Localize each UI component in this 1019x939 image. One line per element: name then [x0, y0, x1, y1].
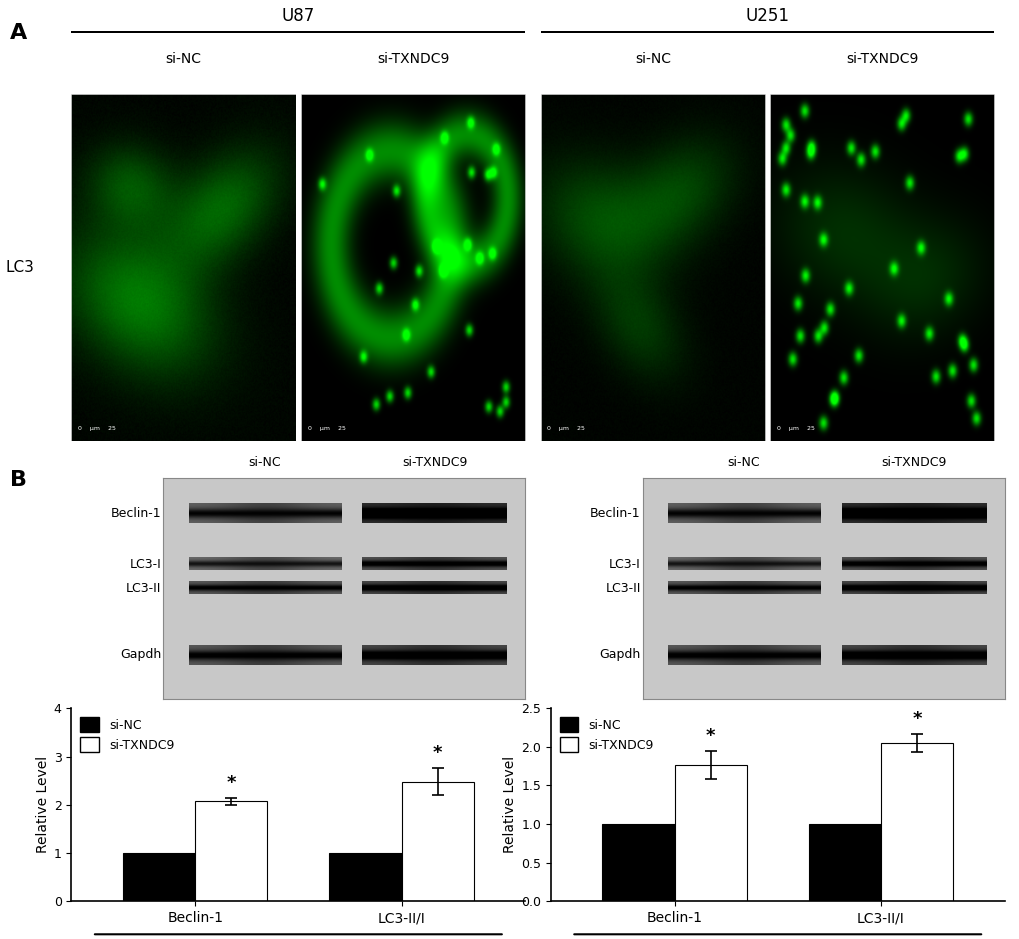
Text: si-NC: si-NC — [165, 52, 202, 66]
Legend: si-NC, si-TXNDC9: si-NC, si-TXNDC9 — [556, 715, 655, 755]
Text: LC3-II: LC3-II — [605, 582, 640, 595]
Text: U87: U87 — [281, 8, 315, 25]
Bar — [329, 854, 401, 901]
Text: *: * — [432, 745, 442, 762]
Text: LC3-I: LC3-I — [129, 558, 161, 571]
Text: si-TXNDC9: si-TXNDC9 — [377, 52, 448, 66]
Bar — [195, 801, 267, 901]
Text: *: * — [911, 710, 921, 728]
Text: B: B — [10, 470, 28, 489]
Text: Gapdh: Gapdh — [120, 648, 161, 661]
Bar — [880, 743, 952, 901]
Text: *: * — [705, 727, 714, 745]
Bar — [674, 764, 746, 901]
Y-axis label: Relative Level: Relative Level — [36, 756, 50, 854]
Text: 0    μm    25: 0 μm 25 — [776, 426, 814, 431]
Y-axis label: Relative Level: Relative Level — [502, 756, 517, 854]
Text: *: * — [226, 775, 235, 793]
Text: LC3: LC3 — [5, 260, 34, 275]
Bar — [602, 824, 674, 901]
Text: LC3-I: LC3-I — [608, 558, 640, 571]
Text: Gapdh: Gapdh — [599, 648, 640, 661]
Text: Beclin-1: Beclin-1 — [590, 507, 640, 520]
Text: Beclin-1: Beclin-1 — [111, 507, 161, 520]
Bar — [123, 854, 195, 901]
Text: 0    μm    25: 0 μm 25 — [308, 426, 345, 431]
Text: si-NC: si-NC — [634, 52, 671, 66]
Text: LC3-II: LC3-II — [126, 582, 161, 595]
Text: si-TXNDC9: si-TXNDC9 — [880, 456, 946, 470]
Bar — [808, 824, 880, 901]
Text: U251: U251 — [745, 8, 789, 25]
Legend: si-NC, si-TXNDC9: si-NC, si-TXNDC9 — [77, 715, 176, 755]
Text: si-TXNDC9: si-TXNDC9 — [401, 456, 467, 470]
Text: 0    μm    25: 0 μm 25 — [547, 426, 585, 431]
Text: si-TXNDC9: si-TXNDC9 — [846, 52, 917, 66]
Text: si-NC: si-NC — [248, 456, 280, 470]
Text: 0    μm    25: 0 μm 25 — [78, 426, 116, 431]
Bar — [401, 781, 473, 901]
Text: A: A — [10, 23, 28, 43]
Text: si-NC: si-NC — [727, 456, 759, 470]
